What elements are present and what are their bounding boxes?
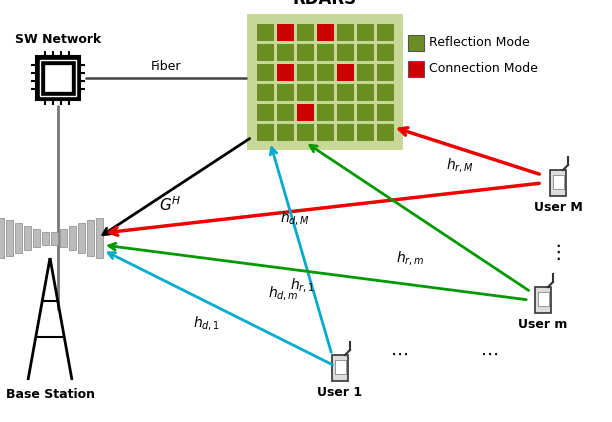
Bar: [550, 170, 566, 196]
Bar: [376, 84, 394, 100]
Bar: [376, 24, 394, 41]
Text: $h_{d,1}$: $h_{d,1}$: [193, 314, 220, 332]
Bar: [335, 360, 346, 373]
Bar: [296, 63, 313, 81]
Bar: [357, 124, 373, 141]
Bar: [296, 24, 313, 41]
Text: Reflection Mode: Reflection Mode: [429, 36, 530, 49]
Bar: [256, 43, 274, 60]
Bar: [247, 14, 403, 150]
Bar: [277, 63, 294, 81]
Bar: [24, 226, 31, 250]
Bar: [332, 355, 348, 381]
Text: Connection Mode: Connection Mode: [429, 62, 538, 76]
Bar: [337, 84, 354, 100]
Bar: [42, 232, 49, 244]
Text: $G^H$: $G^H$: [159, 196, 181, 214]
Bar: [316, 84, 334, 100]
Bar: [376, 124, 394, 141]
Bar: [408, 61, 424, 77]
Bar: [296, 43, 313, 60]
Bar: [316, 103, 334, 121]
Bar: [376, 103, 394, 121]
Bar: [69, 226, 76, 250]
Bar: [6, 220, 13, 256]
Text: $h_{r,1}$: $h_{r,1}$: [291, 276, 316, 294]
Text: ⋮: ⋮: [548, 243, 568, 262]
Bar: [256, 84, 274, 100]
Text: SW Network: SW Network: [15, 33, 101, 46]
Text: User m: User m: [518, 318, 568, 331]
Bar: [256, 24, 274, 41]
Bar: [357, 103, 373, 121]
Bar: [337, 24, 354, 41]
Bar: [535, 287, 551, 313]
Bar: [96, 218, 103, 258]
Bar: [316, 63, 334, 81]
Text: $h_{r,M}$: $h_{r,M}$: [446, 156, 474, 174]
Bar: [337, 124, 354, 141]
Text: User M: User M: [534, 201, 583, 214]
Bar: [60, 229, 67, 247]
Bar: [40, 60, 76, 96]
Bar: [337, 103, 354, 121]
Bar: [277, 124, 294, 141]
Bar: [277, 84, 294, 100]
Text: ⋯: ⋯: [391, 346, 409, 364]
Bar: [376, 63, 394, 81]
Bar: [256, 63, 274, 81]
Bar: [296, 103, 313, 121]
Bar: [357, 43, 373, 60]
Bar: [376, 43, 394, 60]
Bar: [256, 103, 274, 121]
Bar: [78, 223, 85, 253]
Bar: [316, 124, 334, 141]
Text: $h_{d,M}$: $h_{d,M}$: [280, 209, 310, 227]
Text: ⋯: ⋯: [481, 346, 499, 364]
Bar: [33, 229, 40, 247]
Bar: [51, 232, 58, 244]
Bar: [337, 63, 354, 81]
Text: Base Station: Base Station: [6, 388, 94, 401]
Bar: [277, 24, 294, 41]
Bar: [277, 103, 294, 121]
Bar: [36, 56, 80, 100]
Bar: [357, 63, 373, 81]
Bar: [316, 24, 334, 41]
Text: $h_{r,m}$: $h_{r,m}$: [396, 249, 424, 267]
Bar: [45, 65, 71, 91]
Bar: [537, 292, 548, 306]
Bar: [15, 223, 22, 253]
Bar: [87, 220, 94, 256]
Bar: [408, 35, 424, 51]
Text: User 1: User 1: [318, 386, 362, 399]
Bar: [316, 43, 334, 60]
Bar: [357, 24, 373, 41]
Bar: [296, 124, 313, 141]
Bar: [357, 84, 373, 100]
Text: RDARS: RDARS: [293, 0, 357, 8]
Text: $h_{d,m}$: $h_{d,m}$: [267, 284, 299, 302]
Text: Fiber: Fiber: [151, 60, 181, 73]
Bar: [553, 175, 564, 189]
Bar: [0, 218, 4, 258]
Bar: [256, 124, 274, 141]
Bar: [296, 84, 313, 100]
Bar: [277, 43, 294, 60]
Bar: [337, 43, 354, 60]
